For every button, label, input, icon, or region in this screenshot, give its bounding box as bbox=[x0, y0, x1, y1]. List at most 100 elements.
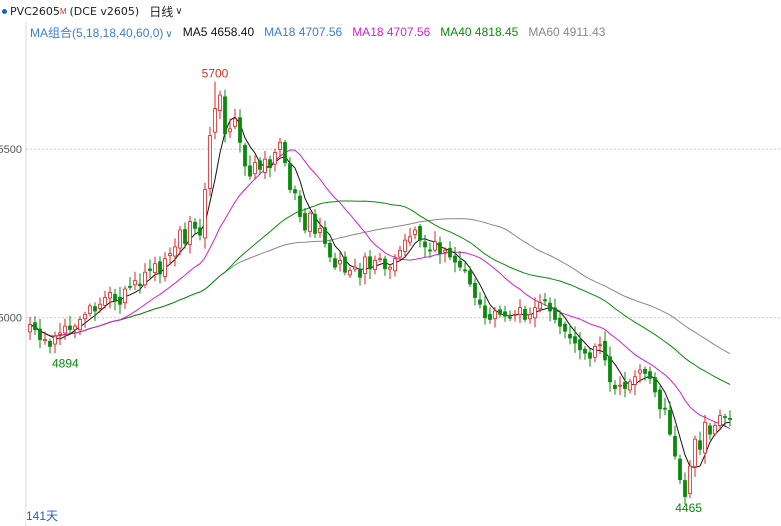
candle bbox=[638, 364, 642, 383]
candle-body bbox=[653, 377, 657, 393]
candle-body bbox=[293, 189, 297, 194]
candle bbox=[553, 298, 557, 324]
candle-body bbox=[148, 268, 152, 271]
candle bbox=[308, 211, 312, 238]
candle-body bbox=[468, 270, 472, 285]
candle bbox=[58, 322, 62, 345]
ma-group-label: MA组合(5,18,18,40,60,0) bbox=[30, 25, 164, 40]
candle bbox=[323, 220, 327, 248]
candle bbox=[363, 252, 367, 285]
candle-body bbox=[463, 269, 467, 272]
ma40-value: MA40 4818.45 bbox=[440, 25, 519, 39]
candle-body bbox=[698, 440, 702, 450]
candle-body bbox=[38, 328, 42, 341]
candle-body bbox=[383, 258, 387, 270]
candle-body bbox=[728, 418, 732, 420]
chart-header: PVC2605 M (DCE v2605) 日线 ∨ bbox=[0, 0, 781, 22]
candle-body bbox=[628, 381, 632, 391]
candle-body bbox=[288, 163, 292, 190]
candle bbox=[153, 256, 157, 282]
candle bbox=[633, 370, 637, 395]
candle-body bbox=[573, 336, 577, 344]
candle bbox=[673, 425, 677, 460]
candle-body bbox=[388, 266, 392, 270]
candle-body bbox=[203, 189, 207, 239]
candle-body bbox=[523, 308, 527, 320]
candle bbox=[513, 310, 517, 322]
candle-body bbox=[58, 332, 62, 335]
candle-body bbox=[303, 213, 307, 231]
candle bbox=[498, 305, 502, 318]
candle bbox=[283, 139, 287, 167]
candle-body bbox=[518, 307, 522, 316]
candle bbox=[723, 413, 727, 428]
candle-body bbox=[513, 313, 517, 316]
candle-body bbox=[343, 256, 347, 273]
candle bbox=[408, 227, 412, 246]
candle-body bbox=[338, 259, 342, 265]
candle-body bbox=[238, 117, 242, 143]
candle bbox=[708, 422, 712, 440]
candle-body bbox=[603, 340, 607, 361]
candle bbox=[133, 271, 137, 290]
candle bbox=[68, 315, 72, 335]
candle bbox=[198, 218, 202, 241]
candle-body bbox=[93, 306, 97, 312]
ma5-line bbox=[29, 116, 731, 469]
candle-body bbox=[358, 269, 362, 278]
candle-body bbox=[503, 311, 507, 317]
candle bbox=[108, 286, 112, 309]
candle-body bbox=[508, 316, 512, 319]
candle bbox=[508, 310, 512, 322]
ma18-value: MA18 4707.56 bbox=[264, 25, 343, 39]
candle-body bbox=[538, 302, 542, 310]
candle-body bbox=[413, 229, 417, 235]
candle bbox=[683, 472, 687, 505]
candle bbox=[298, 189, 302, 223]
candle-body bbox=[683, 480, 687, 497]
candle bbox=[228, 118, 232, 138]
candle bbox=[533, 297, 537, 328]
candle-body bbox=[233, 118, 237, 127]
candle-body bbox=[308, 212, 312, 232]
contract-symbol[interactable]: PVC2605 bbox=[10, 4, 60, 18]
candle-body bbox=[28, 324, 32, 333]
candle bbox=[713, 422, 717, 436]
candle bbox=[123, 286, 127, 309]
candle-body bbox=[443, 249, 447, 253]
candle-body bbox=[428, 249, 432, 252]
candle-body bbox=[578, 339, 582, 351]
candle bbox=[318, 217, 322, 238]
candle-body bbox=[473, 282, 477, 298]
candle-body bbox=[198, 227, 202, 236]
moving-average-legend: MA组合(5,18,18,40,60,0) ∨ MA5 4658.40 MA18 … bbox=[30, 23, 605, 41]
candle-body bbox=[273, 152, 277, 165]
candle bbox=[603, 331, 607, 366]
candle-body bbox=[718, 415, 722, 426]
candle bbox=[693, 435, 697, 477]
candle bbox=[648, 366, 652, 384]
period-selector[interactable]: 日线 ∨ bbox=[149, 3, 182, 20]
extreme-price-label: 4894 bbox=[52, 356, 79, 370]
candle bbox=[28, 316, 32, 341]
candle bbox=[263, 150, 267, 179]
candle bbox=[643, 366, 647, 381]
ma-group-selector[interactable]: MA组合(5,18,18,40,60,0) ∨ bbox=[30, 24, 173, 41]
candle bbox=[73, 323, 77, 339]
candle bbox=[328, 239, 332, 263]
candle bbox=[183, 222, 187, 249]
candle bbox=[63, 318, 67, 340]
candle bbox=[483, 296, 487, 325]
candle bbox=[33, 316, 37, 335]
candle bbox=[333, 252, 337, 270]
candle-body bbox=[208, 135, 212, 189]
candle-body bbox=[423, 241, 427, 248]
candle bbox=[413, 226, 417, 240]
candle-body bbox=[453, 255, 457, 263]
candle bbox=[273, 148, 277, 172]
candle-body bbox=[78, 319, 82, 331]
candle bbox=[493, 306, 497, 328]
candle bbox=[218, 90, 222, 120]
candle-body bbox=[353, 266, 357, 270]
